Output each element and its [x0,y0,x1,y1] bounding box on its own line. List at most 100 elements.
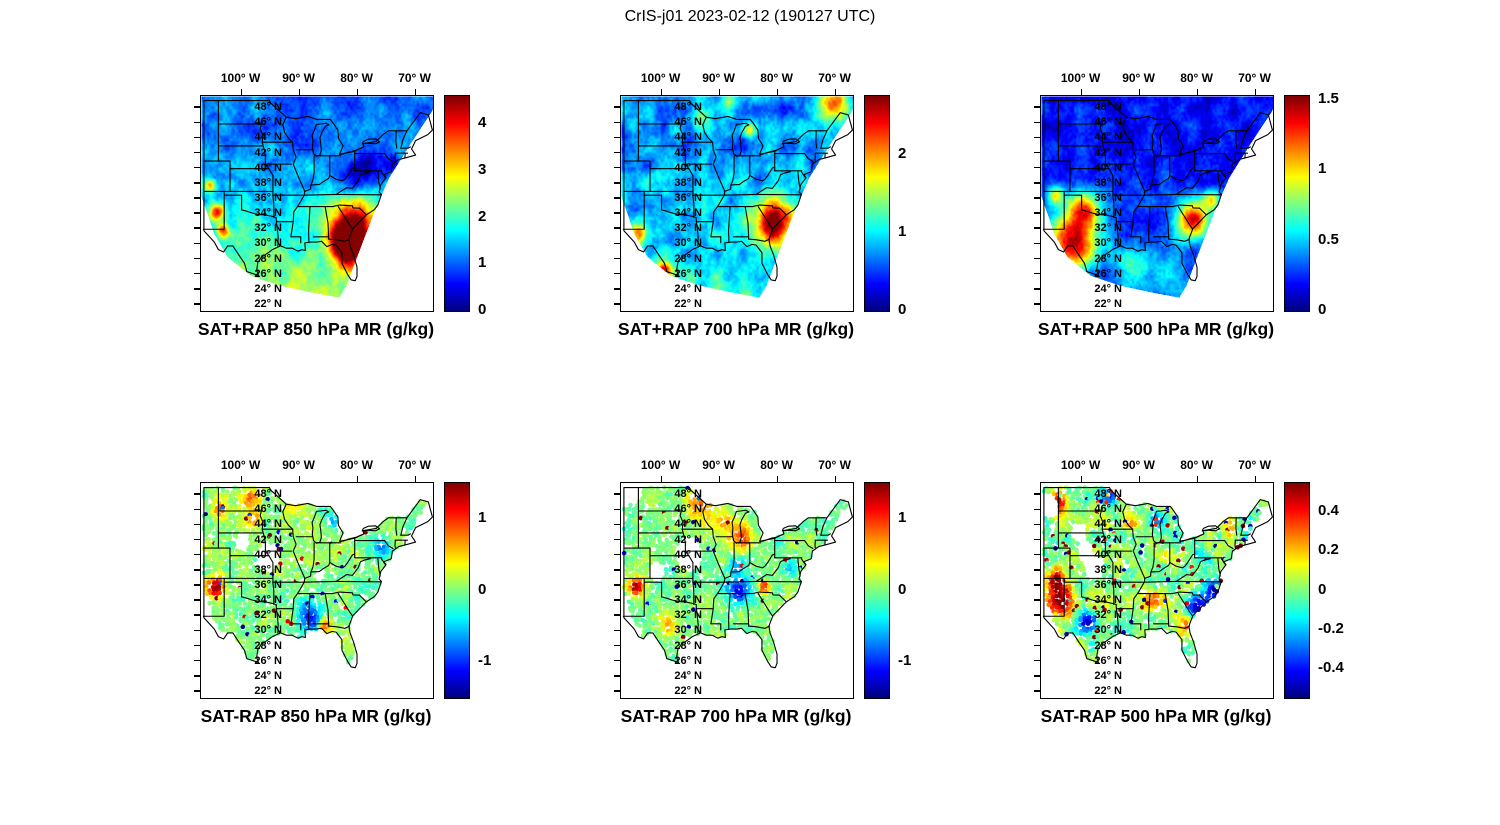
map-canvas [621,96,853,311]
x-tick-label: 80° W [760,458,793,472]
y-tick-mark [194,659,200,662]
y-tick-mark [1034,659,1040,662]
y-tick-mark [614,197,620,199]
y-tick-label: 24° N [1094,669,1122,682]
y-tick-label: 40° N [1094,548,1122,561]
y-tick-label: 22° N [674,684,702,697]
y-tick-label: 32° N [254,222,282,235]
map-plot-area [200,95,434,312]
y-tick-label: 26° N [254,267,282,280]
y-tick-mark [614,538,620,541]
map-plot-area [620,482,854,699]
map-canvas [1041,96,1273,311]
y-tick-mark [614,523,620,526]
y-tick-mark [1034,166,1040,169]
y-tick-label: 32° N [1094,222,1122,235]
y-tick-mark [194,182,200,184]
panel-title: SAT+RAP 500 hPa MR (g/kg) [1037,319,1275,339]
x-tick-label: 100° W [640,71,681,85]
y-tick-label: 40° N [674,548,702,561]
colorbar-tick-label: -1 [898,652,912,670]
y-tick-mark [1034,614,1040,616]
y-tick-mark [614,675,620,677]
y-tick-label: 42° N [674,533,702,546]
x-tick-mark [356,89,359,95]
y-tick-label: 22° N [1094,297,1122,310]
y-tick-mark [614,182,620,184]
map-panel: 100° W 90° W 80° W 70° W 48° N 46° N 44° N 42°… [1034,71,1360,355]
x-tick-mark [356,476,359,482]
y-tick-label: 22° N [254,684,282,697]
y-tick-mark [614,227,620,229]
y-tick-label: 36° N [674,191,702,204]
y-tick-mark [194,257,200,260]
y-tick-label: 28° N [254,639,282,652]
y-tick-mark [1034,272,1040,275]
y-tick-mark [1034,675,1040,677]
x-tick-label: 70° W [1238,71,1271,85]
x-tick-mark [298,476,301,482]
colorbar-gradient [1285,483,1309,698]
y-tick-mark [614,257,620,260]
y-tick-label: 22° N [674,297,702,310]
colorbar-tick-label: 1 [478,254,487,272]
x-tick-label: 70° W [818,71,851,85]
y-tick-mark [194,272,200,275]
y-tick-label: 24° N [254,282,282,295]
y-tick-mark [194,151,200,154]
colorbar-tick-label: -0.4 [1318,658,1344,676]
y-tick-label: 22° N [1094,684,1122,697]
panel-title: SAT-RAP 850 hPa MR (g/kg) [200,706,432,726]
y-tick-mark [1034,182,1040,184]
y-tick-label: 24° N [674,282,702,295]
y-tick-mark [194,523,200,526]
x-tick-label: 90° W [1122,458,1155,472]
x-tick-mark [240,476,243,482]
y-tick-mark [614,553,620,556]
y-tick-label: 26° N [1094,654,1122,667]
x-tick-mark [1138,476,1141,482]
map-panel: 100° W 90° W 80° W 70° W 48° N 46° N 44° N 42°… [614,71,940,355]
y-tick-mark [194,227,200,229]
y-tick-mark [1034,106,1040,108]
colorbar-tick-label: 2 [898,144,907,162]
y-tick-mark [194,584,200,586]
y-tick-label: 48° N [254,101,282,114]
y-tick-mark [614,272,620,275]
colorbar [1284,482,1310,699]
colorbar-tick-label: 0 [1318,301,1327,318]
map-panel: 100° W 90° W 80° W 70° W 48° N 46° N 44° N 42°… [194,458,520,742]
y-tick-mark [614,584,620,586]
y-tick-label: 42° N [674,146,702,159]
y-tick-label: 26° N [674,654,702,667]
y-tick-mark [614,242,620,245]
colorbar [444,95,470,312]
y-tick-label: 24° N [1094,282,1122,295]
colorbar-tick-label: -0.2 [1318,619,1344,637]
x-tick-label: 100° W [220,71,261,85]
colorbar-tick-label: 4 [478,114,487,132]
y-tick-label: 38° N [1094,176,1122,189]
y-tick-label: 24° N [674,669,702,682]
y-tick-label: 42° N [254,146,282,159]
y-tick-mark [614,659,620,662]
y-tick-label: 42° N [1094,533,1122,546]
y-tick-mark [194,508,200,510]
y-tick-mark [194,288,200,290]
y-tick-mark [1034,584,1040,586]
y-tick-mark [194,493,200,495]
y-tick-label: 44° N [674,131,702,144]
y-tick-label: 42° N [1094,146,1122,159]
y-tick-mark [194,197,200,199]
y-tick-label: 22° N [254,297,282,310]
y-tick-label: 48° N [1094,488,1122,501]
colorbar [444,482,470,699]
y-tick-label: 46° N [1094,503,1122,516]
y-tick-mark [194,599,200,601]
y-tick-label: 30° N [674,237,702,250]
y-tick-label: 28° N [1094,252,1122,265]
x-tick-label: 90° W [702,458,735,472]
x-tick-label: 70° W [818,458,851,472]
y-tick-label: 46° N [254,116,282,129]
